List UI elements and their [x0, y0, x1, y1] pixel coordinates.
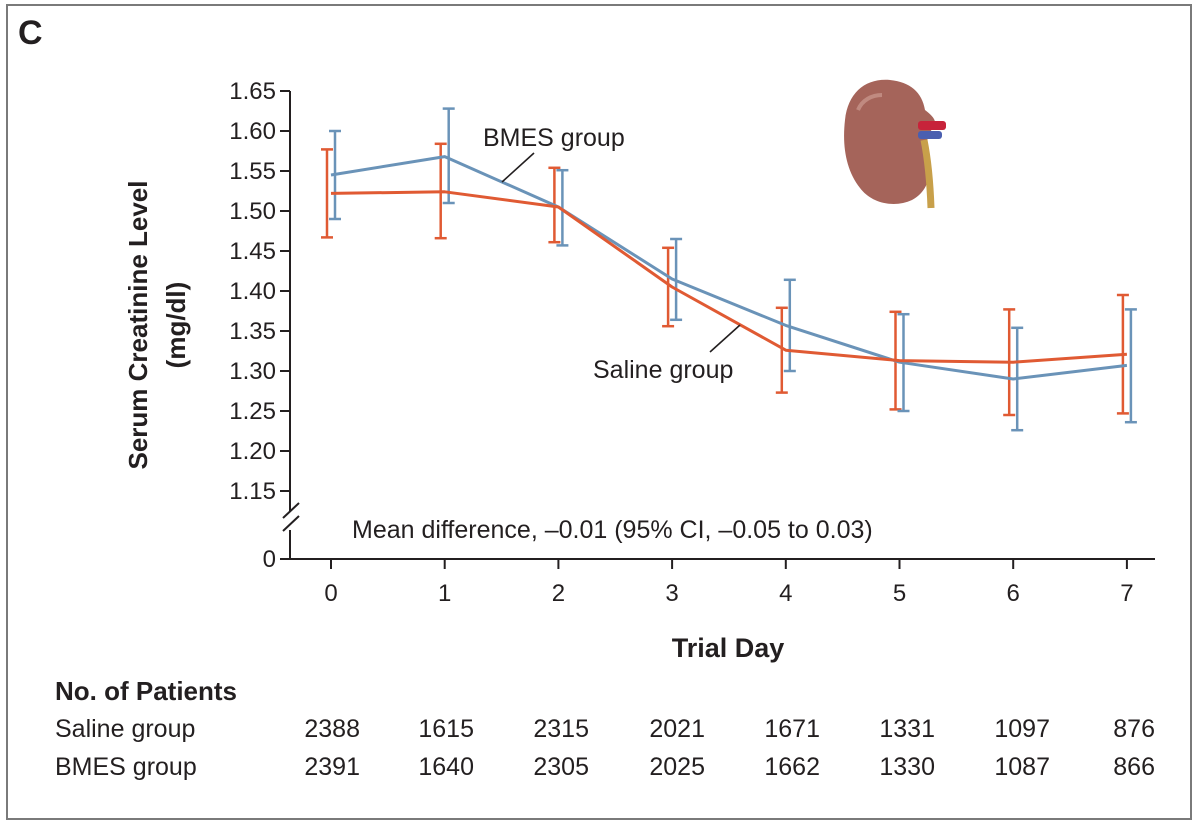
patients-count-cell: 2391 [304, 753, 360, 781]
mean-difference-annotation: Mean difference, –0.01 (95% CI, –0.05 to… [352, 516, 873, 544]
y-tick-label: 1.25 [229, 398, 276, 425]
patients-count-cell: 1615 [418, 715, 474, 743]
x-tick-label: 7 [1120, 580, 1133, 607]
y-tick-label-zero: 0 [263, 546, 276, 573]
patients-count-cell: 1640 [418, 753, 474, 781]
patients-row-label: BMES group [55, 753, 197, 781]
patients-count-cell: 1662 [764, 753, 820, 781]
y-tick-label: 1.20 [229, 438, 276, 465]
x-tick-label: 4 [779, 580, 792, 607]
x-tick-label: 1 [438, 580, 451, 607]
patients-count-cell: 1087 [994, 753, 1050, 781]
y-tick-label: 1.50 [229, 198, 276, 225]
x-tick-label: 2 [552, 580, 565, 607]
saline-label-leader [709, 324, 741, 353]
patients-count-cell: 1671 [764, 715, 820, 743]
patients-table-heading: No. of Patients [55, 676, 238, 706]
kidney-icon [844, 79, 946, 209]
axis-break-icon [282, 502, 300, 532]
bmes-series-label: BMES group [483, 124, 625, 152]
panel-label: C [18, 14, 43, 52]
y-tick-label: 1.40 [229, 278, 276, 305]
patients-count-cell: 1097 [994, 715, 1050, 743]
y-tick-label: 1.60 [229, 118, 276, 145]
patients-count-cell: 1331 [879, 715, 935, 743]
patients-row-label: Saline group [55, 715, 196, 743]
x-axis-label: Trial Day [672, 633, 785, 663]
y-tick-label: 1.45 [229, 238, 276, 265]
saline-series-line [330, 190, 1128, 364]
patients-count-cell: 866 [1113, 753, 1155, 781]
x-tick-label: 0 [324, 580, 337, 607]
patients-count-cell: 2305 [533, 753, 589, 781]
patients-count-cell: 1330 [879, 753, 935, 781]
y-axis-label-line1: Serum Creatinine Level [123, 181, 153, 470]
bmes-label-leader [501, 152, 535, 183]
figure-frame [6, 4, 1192, 820]
x-tick-label: 5 [893, 580, 906, 607]
x-tick-label: 3 [665, 580, 678, 607]
y-tick-label: 1.65 [229, 78, 276, 105]
patients-count-cell: 2025 [649, 753, 705, 781]
y-axis-label-line2: (mg/dl) [161, 282, 191, 369]
y-tick-label: 1.30 [229, 358, 276, 385]
bmes-series-line [330, 155, 1128, 381]
x-tick-label: 6 [1007, 580, 1020, 607]
patients-count-cell: 2388 [304, 715, 360, 743]
y-tick-label: 1.35 [229, 318, 276, 345]
y-tick-label: 1.55 [229, 158, 276, 185]
saline-series-label: Saline group [593, 356, 733, 384]
axes [282, 91, 1155, 560]
patients-count-cell: 2021 [649, 715, 705, 743]
y-tick-label: 1.15 [229, 478, 276, 505]
patients-count-cell: 2315 [533, 715, 589, 743]
patients-count-cell: 876 [1113, 715, 1155, 743]
